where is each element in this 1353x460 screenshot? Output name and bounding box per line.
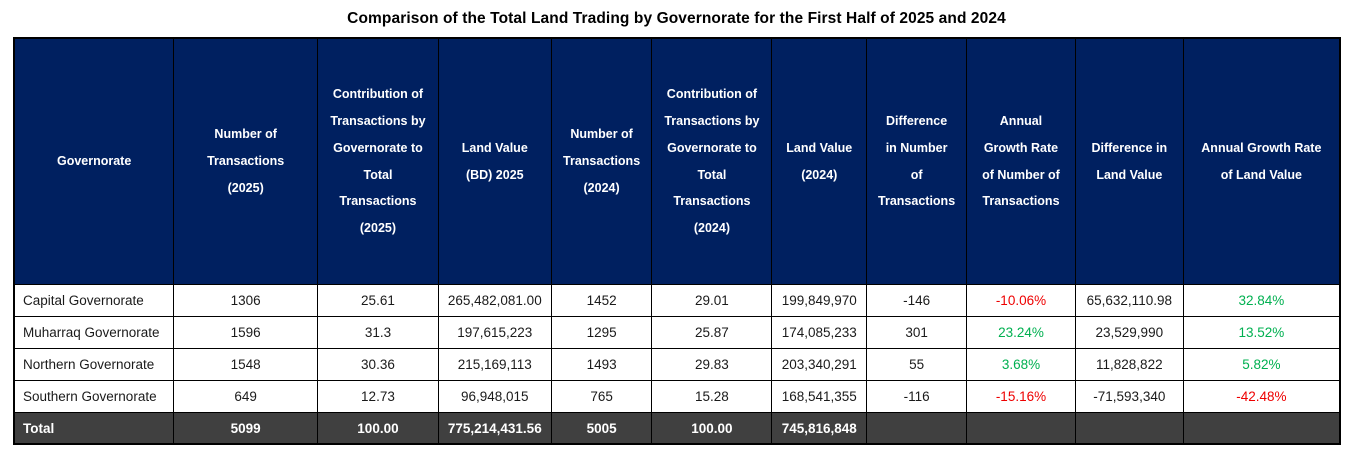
- col-header-land-value-2024: Land Value (2024): [771, 37, 868, 285]
- land-value-2025-cell: 215,169,113: [437, 348, 552, 381]
- table-row-northern: Northern Governorate 1548 30.36 215,169,…: [13, 348, 1341, 381]
- diff-land-value-cell: 23,529,990: [1074, 316, 1184, 349]
- col-header-growth-rate-transactions: Annual Growth Rate of Number of Transact…: [966, 37, 1076, 285]
- land-value-2025-cell: 96,948,015: [437, 380, 552, 413]
- col-header-transactions-2025: Number of Transactions (2025): [173, 37, 319, 285]
- transactions-2025-cell: 1306: [173, 284, 319, 317]
- header-row: Governorate Number of Transactions (2025…: [13, 37, 1341, 285]
- total-transactions-2025-cell: 5099: [173, 412, 319, 445]
- col-header-diff-transactions: Difference in Number of Transactions: [866, 37, 968, 285]
- total-land-value-2025-cell: 775,214,431.56: [437, 412, 552, 445]
- growth-rate-transactions-cell: -15.16%: [966, 380, 1076, 413]
- growth-rate-land-value-cell: -42.48%: [1182, 380, 1341, 413]
- contribution-2025-cell: 31.3: [317, 316, 439, 349]
- contribution-2024-cell: 25.87: [651, 316, 773, 349]
- transactions-2024-cell: 1452: [550, 284, 653, 317]
- transactions-2025-cell: 1548: [173, 348, 319, 381]
- contribution-2024-cell: 29.01: [651, 284, 773, 317]
- total-land-value-2024-cell: 745,816,848: [771, 412, 868, 445]
- transactions-2024-cell: 1493: [550, 348, 653, 381]
- col-header-land-value-2025: Land Value (BD) 2025: [437, 37, 552, 285]
- total-growth-rate-transactions-cell: [966, 412, 1076, 445]
- land-value-2024-cell: 168,541,355: [771, 380, 868, 413]
- diff-transactions-cell: 55: [866, 348, 968, 381]
- land-value-2024-cell: 174,085,233: [771, 316, 868, 349]
- governorate-cell: Northern Governorate: [13, 348, 175, 381]
- total-row: Total 5099 100.00 775,214,431.56 5005 10…: [13, 412, 1341, 445]
- total-growth-rate-land-value-cell: [1182, 412, 1341, 445]
- total-label-cell: Total: [13, 412, 175, 445]
- total-contribution-2024-cell: 100.00: [651, 412, 773, 445]
- growth-rate-transactions-cell: -10.06%: [966, 284, 1076, 317]
- growth-rate-land-value-cell: 32.84%: [1182, 284, 1341, 317]
- diff-transactions-cell: -116: [866, 380, 968, 413]
- total-contribution-2025-cell: 100.00: [317, 412, 439, 445]
- contribution-2024-cell: 15.28: [651, 380, 773, 413]
- transactions-2024-cell: 765: [550, 380, 653, 413]
- land-value-2024-cell: 203,340,291: [771, 348, 868, 381]
- col-header-governorate: Governorate: [13, 37, 175, 285]
- diff-land-value-cell: 11,828,822: [1074, 348, 1184, 381]
- contribution-2025-cell: 30.36: [317, 348, 439, 381]
- col-header-contribution-2025: Contribution of Transactions by Governor…: [317, 37, 439, 285]
- transactions-2024-cell: 1295: [550, 316, 653, 349]
- transactions-2025-cell: 649: [173, 380, 319, 413]
- land-value-2025-cell: 265,482,081.00: [437, 284, 552, 317]
- transactions-2025-cell: 1596: [173, 316, 319, 349]
- growth-rate-transactions-cell: 3.68%: [966, 348, 1076, 381]
- total-transactions-2024-cell: 5005: [550, 412, 653, 445]
- growth-rate-land-value-cell: 5.82%: [1182, 348, 1341, 381]
- table-row-capital: Capital Governorate 1306 25.61 265,482,0…: [13, 284, 1341, 317]
- diff-transactions-cell: 301: [866, 316, 968, 349]
- table-row-southern: Southern Governorate 649 12.73 96,948,01…: [13, 380, 1341, 413]
- diff-transactions-cell: -146: [866, 284, 968, 317]
- governorate-cell: Southern Governorate: [13, 380, 175, 413]
- total-diff-land-value-cell: [1074, 412, 1184, 445]
- col-header-diff-land-value: Difference in Land Value: [1074, 37, 1184, 285]
- page-title: Comparison of the Total Land Trading by …: [347, 10, 1006, 27]
- diff-land-value-cell: 65,632,110.98: [1074, 284, 1184, 317]
- col-header-growth-rate-land-value: Annual Growth Rate of Land Value: [1182, 37, 1341, 285]
- contribution-2025-cell: 25.61: [317, 284, 439, 317]
- growth-rate-land-value-cell: 13.52%: [1182, 316, 1341, 349]
- diff-land-value-cell: -71,593,340: [1074, 380, 1184, 413]
- land-trading-comparison-table: Governorate Number of Transactions (2025…: [13, 37, 1341, 445]
- contribution-2024-cell: 29.83: [651, 348, 773, 381]
- growth-rate-transactions-cell: 23.24%: [966, 316, 1076, 349]
- total-diff-transactions-cell: [866, 412, 968, 445]
- land-value-2024-cell: 199,849,970: [771, 284, 868, 317]
- governorate-cell: Capital Governorate: [13, 284, 175, 317]
- table-row-muharraq: Muharraq Governorate 1596 31.3 197,615,2…: [13, 316, 1341, 349]
- land-value-2025-cell: 197,615,223: [437, 316, 552, 349]
- col-header-contribution-2024: Contribution of Transactions by Governor…: [651, 37, 773, 285]
- contribution-2025-cell: 12.73: [317, 380, 439, 413]
- col-header-transactions-2024: Number of Transactions (2024): [550, 37, 653, 285]
- governorate-cell: Muharraq Governorate: [13, 316, 175, 349]
